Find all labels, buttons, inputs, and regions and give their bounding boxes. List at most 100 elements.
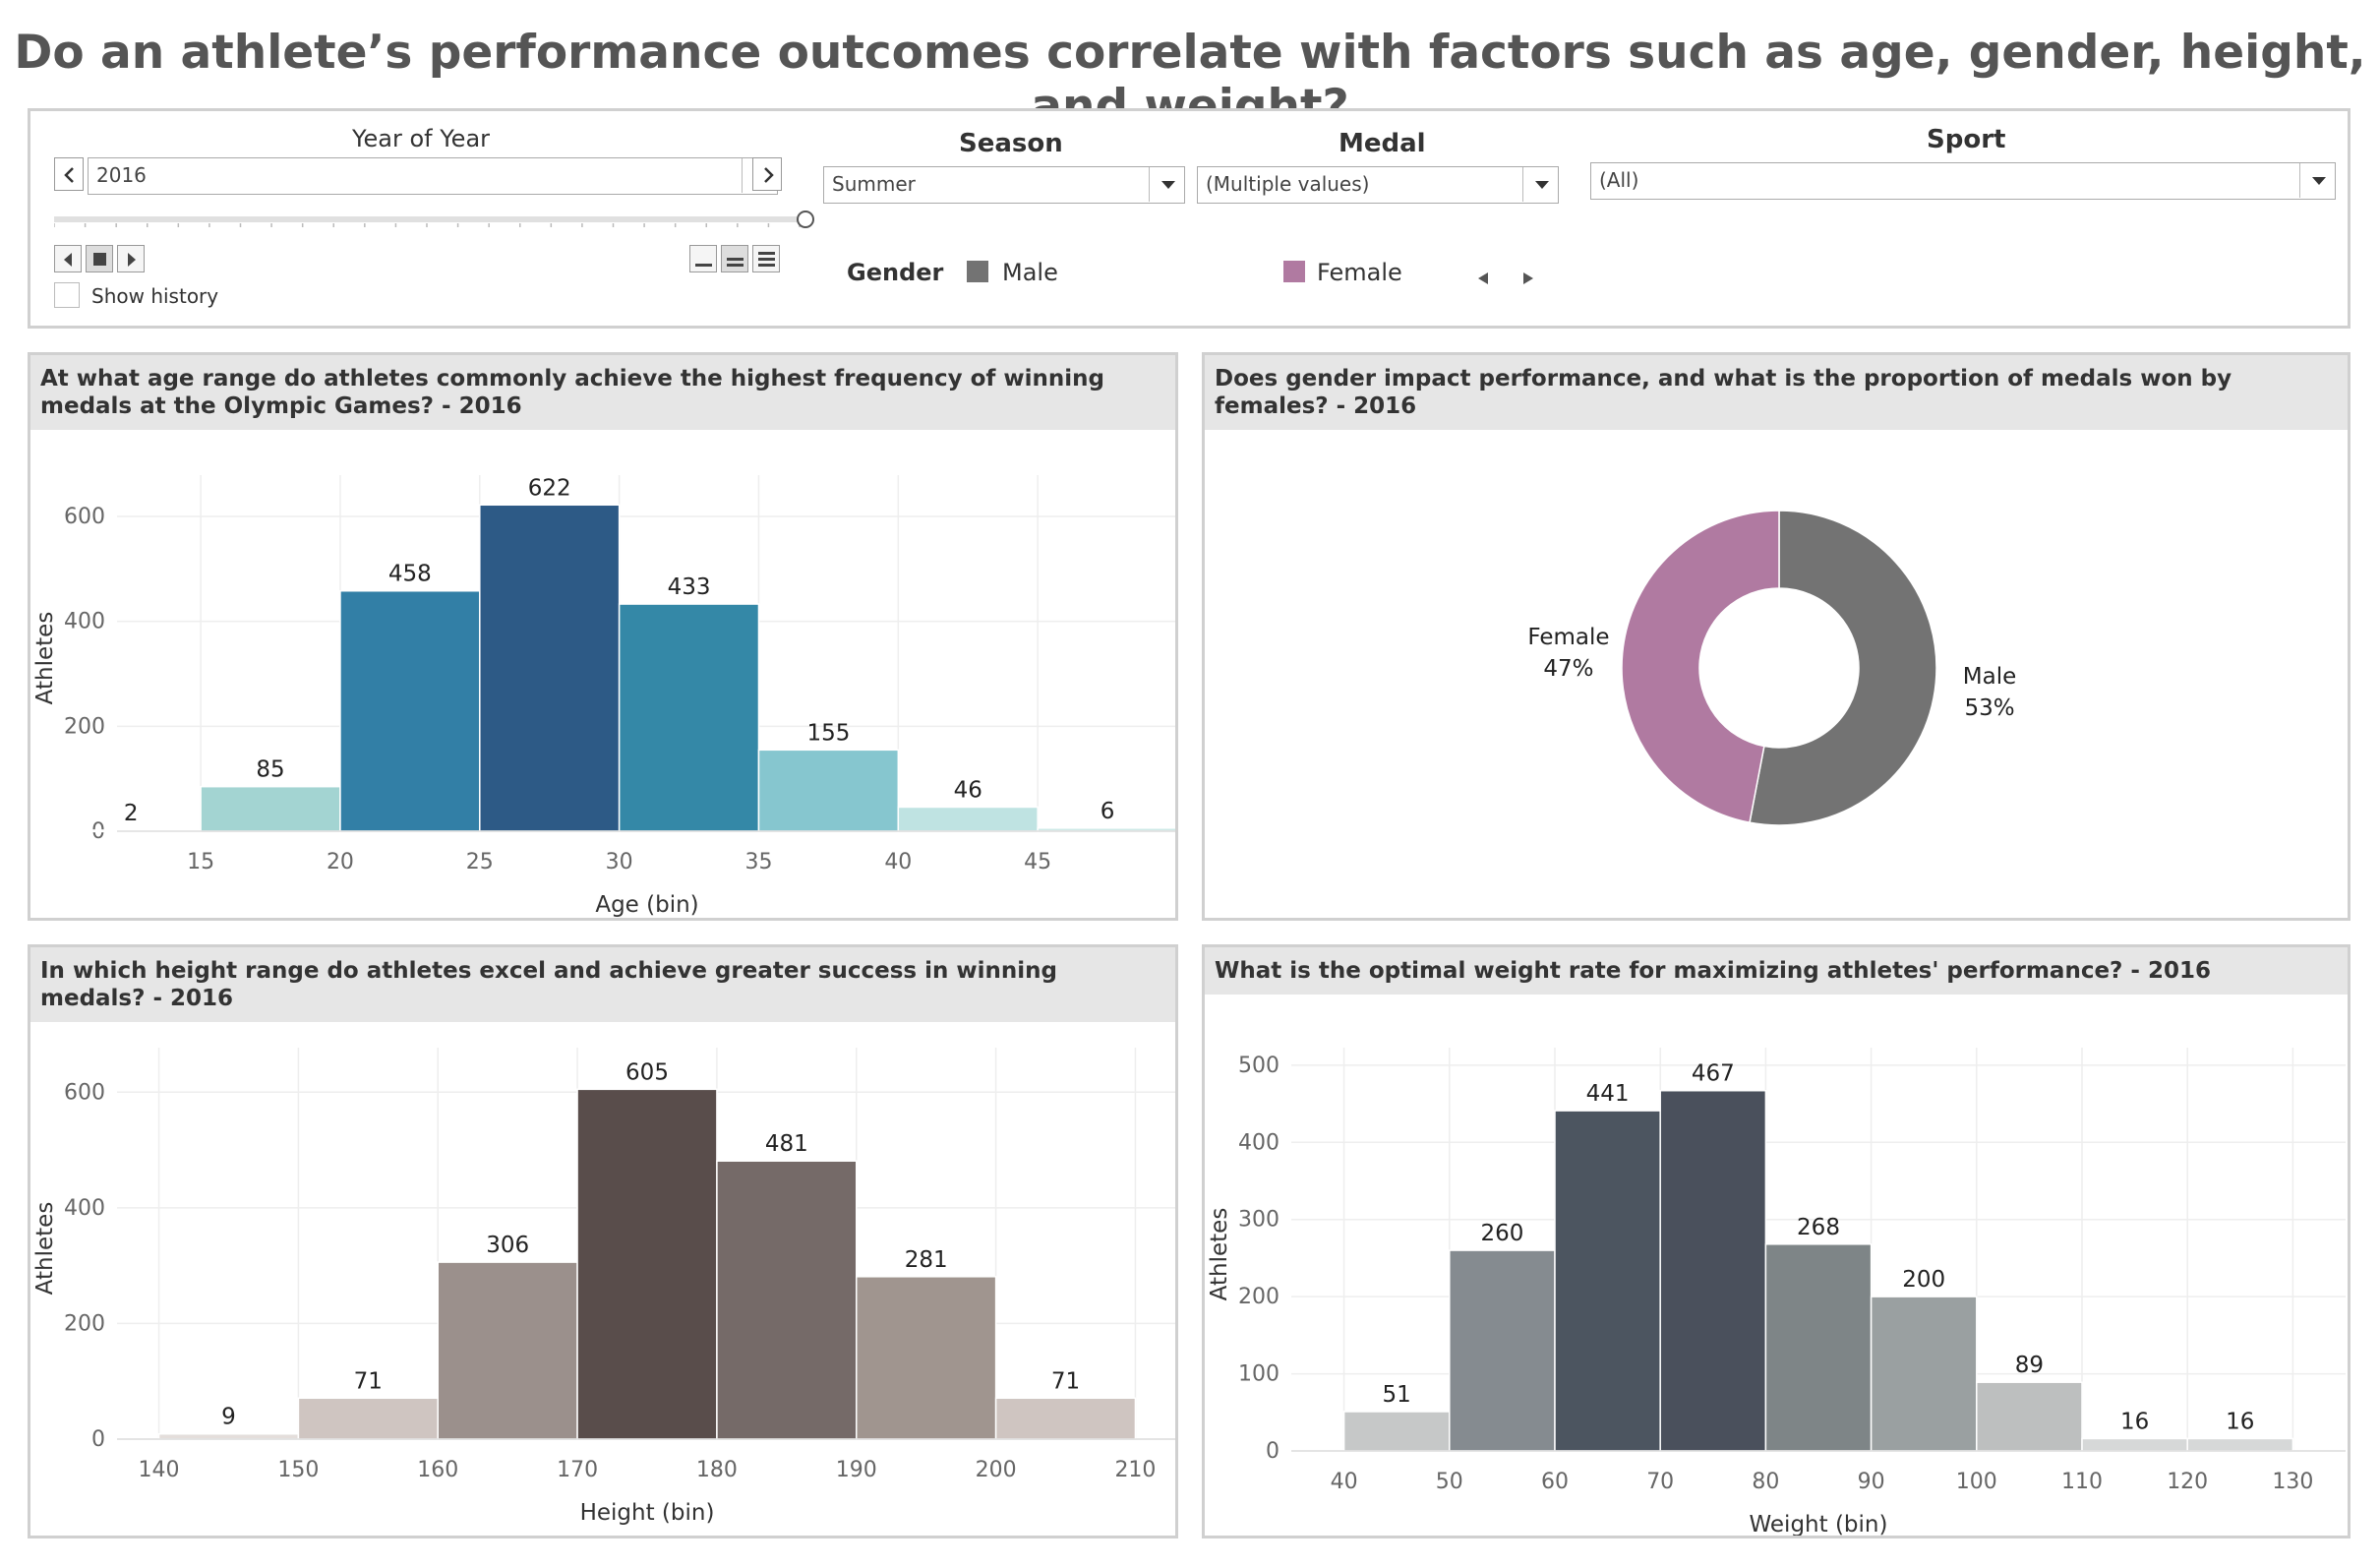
- x-axis-title: Height (bin): [580, 1500, 715, 1526]
- play-back-button[interactable]: [54, 245, 82, 272]
- y-tick-label: 0: [91, 1427, 105, 1452]
- gender-legend-title: Gender: [847, 259, 944, 286]
- y-tick-label: 400: [64, 610, 105, 634]
- weight-chart-title: What is the optimal weight rate for maxi…: [1205, 947, 2348, 995]
- x-tick-label: 70: [1646, 1470, 1674, 1494]
- histogram-bar: [716, 1160, 858, 1440]
- chevron-down-icon: [2299, 163, 2335, 198]
- histogram-bar: [1659, 1089, 1767, 1452]
- histogram-bar: [1870, 1296, 1978, 1452]
- histogram-bar: [437, 1261, 578, 1440]
- year-filter-label: Year of Year: [352, 125, 491, 152]
- speed-slow-icon: [695, 264, 712, 267]
- donut-percent-male: 53%: [1964, 695, 2014, 721]
- x-tick-label: 45: [1024, 850, 1051, 874]
- speed-fast-icon: [758, 252, 775, 267]
- gender-donut-chart: Male 53% Female 47%: [1527, 510, 2016, 826]
- histogram-bar: [2081, 1437, 2188, 1452]
- height-histogram: 0 200 400 600 9 71 306 605 481 281 71 140 150 160 170 1…: [32, 1048, 1175, 1526]
- x-tick-label: 25: [466, 850, 494, 874]
- age-chart-panel: 0200400600285458622433155466152025303540…: [28, 352, 1178, 921]
- histogram-bar: [339, 589, 481, 832]
- speed-slow-button[interactable]: [689, 245, 717, 272]
- sport-dropdown[interactable]: (All): [1590, 162, 2336, 200]
- speed-fast-button[interactable]: [752, 245, 780, 272]
- chevron-right-icon: [764, 167, 774, 183]
- legend-pager: [1478, 272, 1533, 284]
- bar-value-label: 200: [1902, 1267, 1945, 1293]
- x-tick-label: 160: [417, 1458, 458, 1482]
- histogram-bar: [297, 1397, 439, 1440]
- x-tick-label: 80: [1752, 1470, 1779, 1494]
- histogram-bar: [1764, 1243, 1873, 1452]
- donut-slice-male: [1749, 510, 1937, 826]
- year-dropdown[interactable]: 2016: [88, 157, 778, 195]
- legend-prev-icon: [1478, 272, 1488, 284]
- histogram-bar: [157, 1432, 300, 1440]
- x-tick-label: 50: [1436, 1470, 1463, 1494]
- medal-dropdown-value: (Multiple values): [1206, 172, 1370, 196]
- height-chart-title: In which height range do athletes excel …: [30, 947, 1175, 1022]
- donut-label-male: Male: [1963, 664, 2016, 690]
- bar-value-label: 89: [2015, 1353, 2044, 1378]
- page-title: Do an athlete’s performance outcomes cor…: [14, 26, 2366, 134]
- y-tick-label: 600: [64, 1080, 105, 1105]
- bar-value-label: 281: [905, 1247, 948, 1273]
- x-tick-label: 15: [187, 850, 214, 874]
- bar-value-label: 481: [765, 1131, 808, 1157]
- bar-value-label: 268: [1797, 1215, 1840, 1240]
- y-tick-label: 500: [1238, 1054, 1279, 1078]
- bar-value-label: 71: [1051, 1368, 1080, 1394]
- legend-next-icon: [1523, 272, 1533, 284]
- y-tick-label: 200: [64, 1311, 105, 1336]
- x-tick-label: 120: [2167, 1470, 2208, 1494]
- donut-percent-female: 47%: [1543, 656, 1593, 682]
- legend-swatch-female: [1283, 261, 1305, 282]
- histogram-bar: [200, 785, 341, 832]
- stop-icon: [93, 253, 106, 266]
- age-histogram: 0200400600285458622433155466152025303540…: [32, 475, 1175, 918]
- step-forward-icon: [128, 253, 136, 267]
- height-chart-panel: 0 200 400 600 9 71 306 605 481 281 71 140 150 160 170 1…: [28, 944, 1178, 1538]
- histogram-bar: [479, 504, 621, 832]
- stop-button[interactable]: [86, 245, 113, 272]
- x-axis-title: Weight (bin): [1750, 1512, 1888, 1536]
- histogram-bar: [618, 603, 760, 832]
- sport-dropdown-value: (All): [1599, 168, 1639, 192]
- season-dropdown[interactable]: Summer: [823, 166, 1185, 204]
- filter-panel: Year of Year 2016 Show history Season Su…: [28, 108, 2350, 329]
- bar-value-label: 467: [1692, 1061, 1735, 1087]
- y-tick-label: 200: [1238, 1285, 1279, 1309]
- y-axis-title: Athletes: [32, 612, 58, 705]
- y-axis-title: Athletes: [1207, 1208, 1232, 1301]
- y-tick-label: 200: [64, 714, 105, 739]
- x-tick-label: 110: [2061, 1470, 2103, 1494]
- x-tick-label: 190: [836, 1458, 877, 1482]
- medal-dropdown[interactable]: (Multiple values): [1197, 166, 1559, 204]
- legend-item-male[interactable]: Male: [1002, 259, 1058, 286]
- legend-item-female[interactable]: Female: [1317, 259, 1402, 286]
- sport-filter-label: Sport: [1927, 125, 2006, 154]
- year-next-button[interactable]: [752, 157, 782, 191]
- histogram-bar: [1976, 1381, 2083, 1452]
- histogram-bar: [1449, 1249, 1556, 1452]
- year-dropdown-value: 2016: [96, 163, 147, 187]
- y-tick-label: 0: [1266, 1439, 1279, 1464]
- speed-medium-button[interactable]: [721, 245, 748, 272]
- year-slider[interactable]: [54, 208, 821, 237]
- gender-chart-title: Does gender impact performance, and what…: [1205, 355, 2348, 430]
- year-prev-button[interactable]: [54, 157, 84, 191]
- x-tick-label: 140: [139, 1458, 180, 1482]
- x-tick-label: 60: [1541, 1470, 1569, 1494]
- x-tick-label: 150: [277, 1458, 319, 1482]
- y-tick-label: 400: [1238, 1130, 1279, 1155]
- play-forward-button[interactable]: [117, 245, 145, 272]
- y-tick-label: 100: [1238, 1362, 1279, 1387]
- histogram-bar: [897, 806, 1039, 832]
- speed-medium-icon: [727, 258, 744, 267]
- season-dropdown-value: Summer: [832, 172, 916, 196]
- bar-value-label: 2: [124, 801, 139, 826]
- show-history-checkbox[interactable]: [54, 282, 80, 308]
- bar-value-label: 441: [1586, 1081, 1630, 1107]
- chevron-down-icon: [1522, 167, 1558, 202]
